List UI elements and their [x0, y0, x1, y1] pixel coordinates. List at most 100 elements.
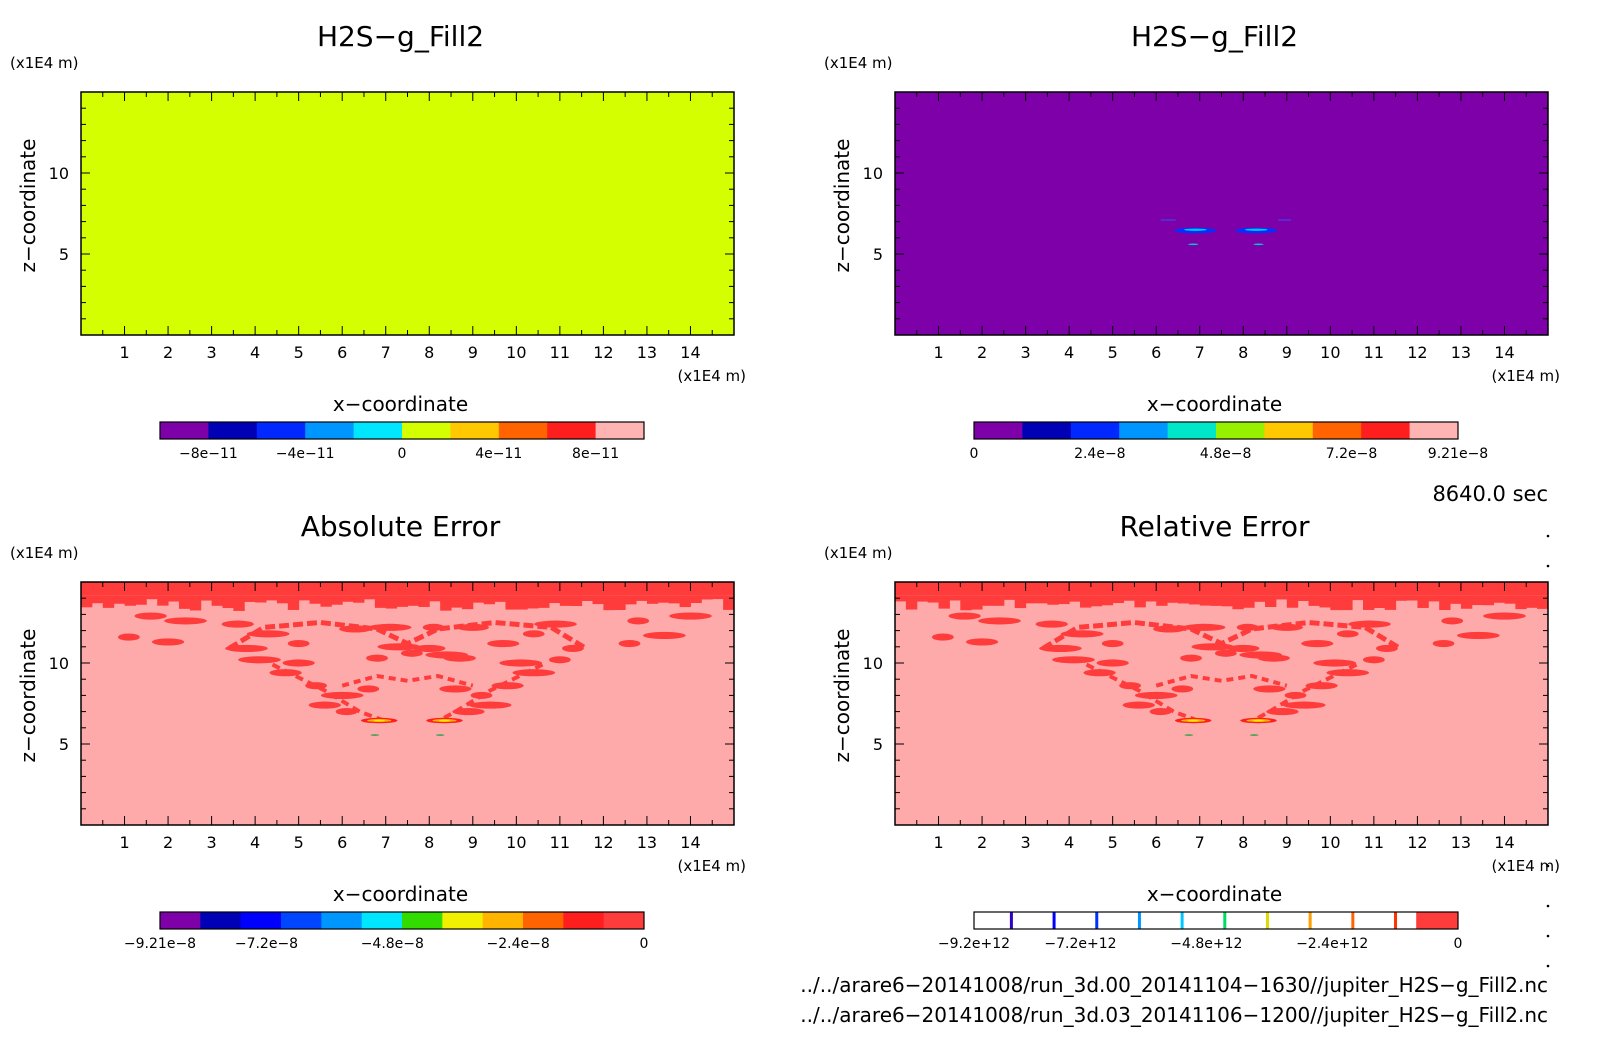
- error-blob: [1313, 659, 1357, 667]
- colorbar-tick-label: −9.2e+12: [938, 936, 1010, 952]
- colorbar-tick-label: −2.4e−8: [487, 936, 550, 952]
- error-band-step: [1482, 595, 1495, 606]
- error-band-step: [113, 595, 126, 604]
- error-band-step: [418, 595, 430, 607]
- error-band-step: [244, 595, 256, 602]
- error-blob: [1052, 656, 1095, 664]
- y-tick-label: 5: [59, 735, 69, 754]
- x-tick-label: 13: [1451, 343, 1471, 362]
- colorbar-tick-label: −7.2e−8: [235, 936, 298, 952]
- error-band-step: [461, 595, 474, 610]
- colorbar-swatch: [1167, 422, 1217, 439]
- error-blob: [134, 612, 167, 620]
- error-blob: [308, 701, 341, 709]
- error-band-step: [679, 595, 691, 608]
- error-blob: [413, 644, 446, 652]
- colorbar-swatch: [1312, 422, 1362, 439]
- y-tick-label: 10: [863, 654, 883, 673]
- colorbar-swatch: [498, 422, 548, 439]
- error-blob: [1301, 639, 1334, 648]
- colorbar-end-swatch: [1416, 912, 1458, 929]
- x-tick-label: 9: [468, 833, 478, 852]
- colorbar-swatch: [523, 912, 564, 929]
- error-plume-inner-left: [373, 719, 385, 722]
- colorbar-swatch: [450, 422, 500, 439]
- y-axis-label: z−coordinate: [830, 629, 854, 763]
- x-tick-label: 12: [1407, 833, 1427, 852]
- error-band-step: [1058, 595, 1070, 605]
- colorbar-swatch: [603, 912, 645, 929]
- colorbar-frame: [973, 421, 1459, 440]
- error-blob: [1236, 623, 1259, 631]
- x-tick-label: 7: [1195, 833, 1205, 852]
- error-band-step: [1036, 595, 1048, 604]
- x-tick-label: 4: [1064, 833, 1074, 852]
- error-band-step: [124, 595, 136, 606]
- error-band-step: [1428, 595, 1440, 602]
- plot-area: [895, 92, 1548, 335]
- error-blob: [468, 701, 512, 709]
- x-tick-label: 7: [381, 833, 391, 852]
- colorbar-tick-label: −7.2e+12: [1044, 936, 1116, 952]
- error-band-step: [1047, 595, 1059, 605]
- error-arc-left: [1085, 662, 1201, 724]
- error-band-step: [102, 595, 115, 608]
- error-band-step: [701, 595, 713, 600]
- error-blob: [1257, 654, 1290, 662]
- error-band-step: [960, 595, 972, 611]
- error-blob: [512, 669, 556, 677]
- error-band-step: [971, 595, 983, 610]
- x-tick-label: 4: [1064, 343, 1074, 362]
- colorbar-swatch: [482, 912, 524, 929]
- x-tick-label: 1: [119, 833, 129, 852]
- x-tick-label: 1: [119, 343, 129, 362]
- error-blob: [439, 685, 472, 693]
- error-blob: [118, 633, 140, 641]
- x-tick-label: 12: [593, 833, 613, 852]
- error-band-step: [559, 595, 572, 606]
- error-blob: [1101, 639, 1124, 648]
- error-band-step: [211, 595, 223, 606]
- error-band-step: [81, 595, 93, 608]
- colorbar-tick-label: −8e−11: [179, 446, 238, 462]
- x-tick-label: 12: [593, 343, 613, 362]
- error-band-step: [668, 595, 681, 604]
- error-band-step: [1090, 595, 1103, 607]
- colorbar-swatch: [1070, 422, 1120, 439]
- panel-title: Relative Error: [1119, 510, 1310, 543]
- colorbar-swatch: [402, 422, 451, 439]
- y-tick-label: 10: [49, 654, 69, 673]
- error-band-step: [1537, 595, 1548, 609]
- error-top-band: [81, 582, 734, 596]
- error-band-step: [222, 595, 234, 609]
- file-path-2: ../../arare6−20141008/run_3d.03_20141106…: [800, 1003, 1548, 1027]
- error-band-step: [1101, 595, 1114, 606]
- plot-area: [81, 582, 734, 825]
- x-tick-label: 7: [381, 343, 391, 362]
- error-blob: [1305, 682, 1338, 690]
- colorbar-swatch: [208, 422, 258, 439]
- colorbar-tick-label: −4.8e+12: [1170, 936, 1242, 952]
- y-unit-label: (x1E4 m): [824, 544, 893, 562]
- error-band-step: [276, 595, 289, 604]
- error-blob: [965, 638, 999, 646]
- error-band-step: [949, 595, 961, 601]
- error-band-step: [1341, 595, 1353, 611]
- error-blob: [1253, 685, 1286, 693]
- error-blob: [287, 639, 310, 648]
- error-band-step: [91, 595, 104, 604]
- colorbar-swatch: [1022, 422, 1072, 439]
- error-band-step: [342, 595, 354, 602]
- x-tick-label: 10: [506, 833, 526, 852]
- panel-2: H2S−g_Fill2(x1E4 m)1 2 3 4 5 6 7 8 9 10 11 12 13 1451…: [824, 20, 1560, 462]
- error-band-step: [1471, 595, 1484, 606]
- x-axis-label: x−coordinate: [333, 392, 468, 416]
- error-band-step: [189, 595, 202, 611]
- colorbar-background: [974, 912, 1458, 929]
- error-band-step: [1112, 595, 1125, 604]
- colorbar-frame: [159, 421, 645, 440]
- error-band-step: [1493, 595, 1505, 603]
- margin-dot: [1546, 904, 1550, 908]
- x-tick-label: 2: [977, 833, 987, 852]
- error-plume-inner-right: [1252, 719, 1265, 722]
